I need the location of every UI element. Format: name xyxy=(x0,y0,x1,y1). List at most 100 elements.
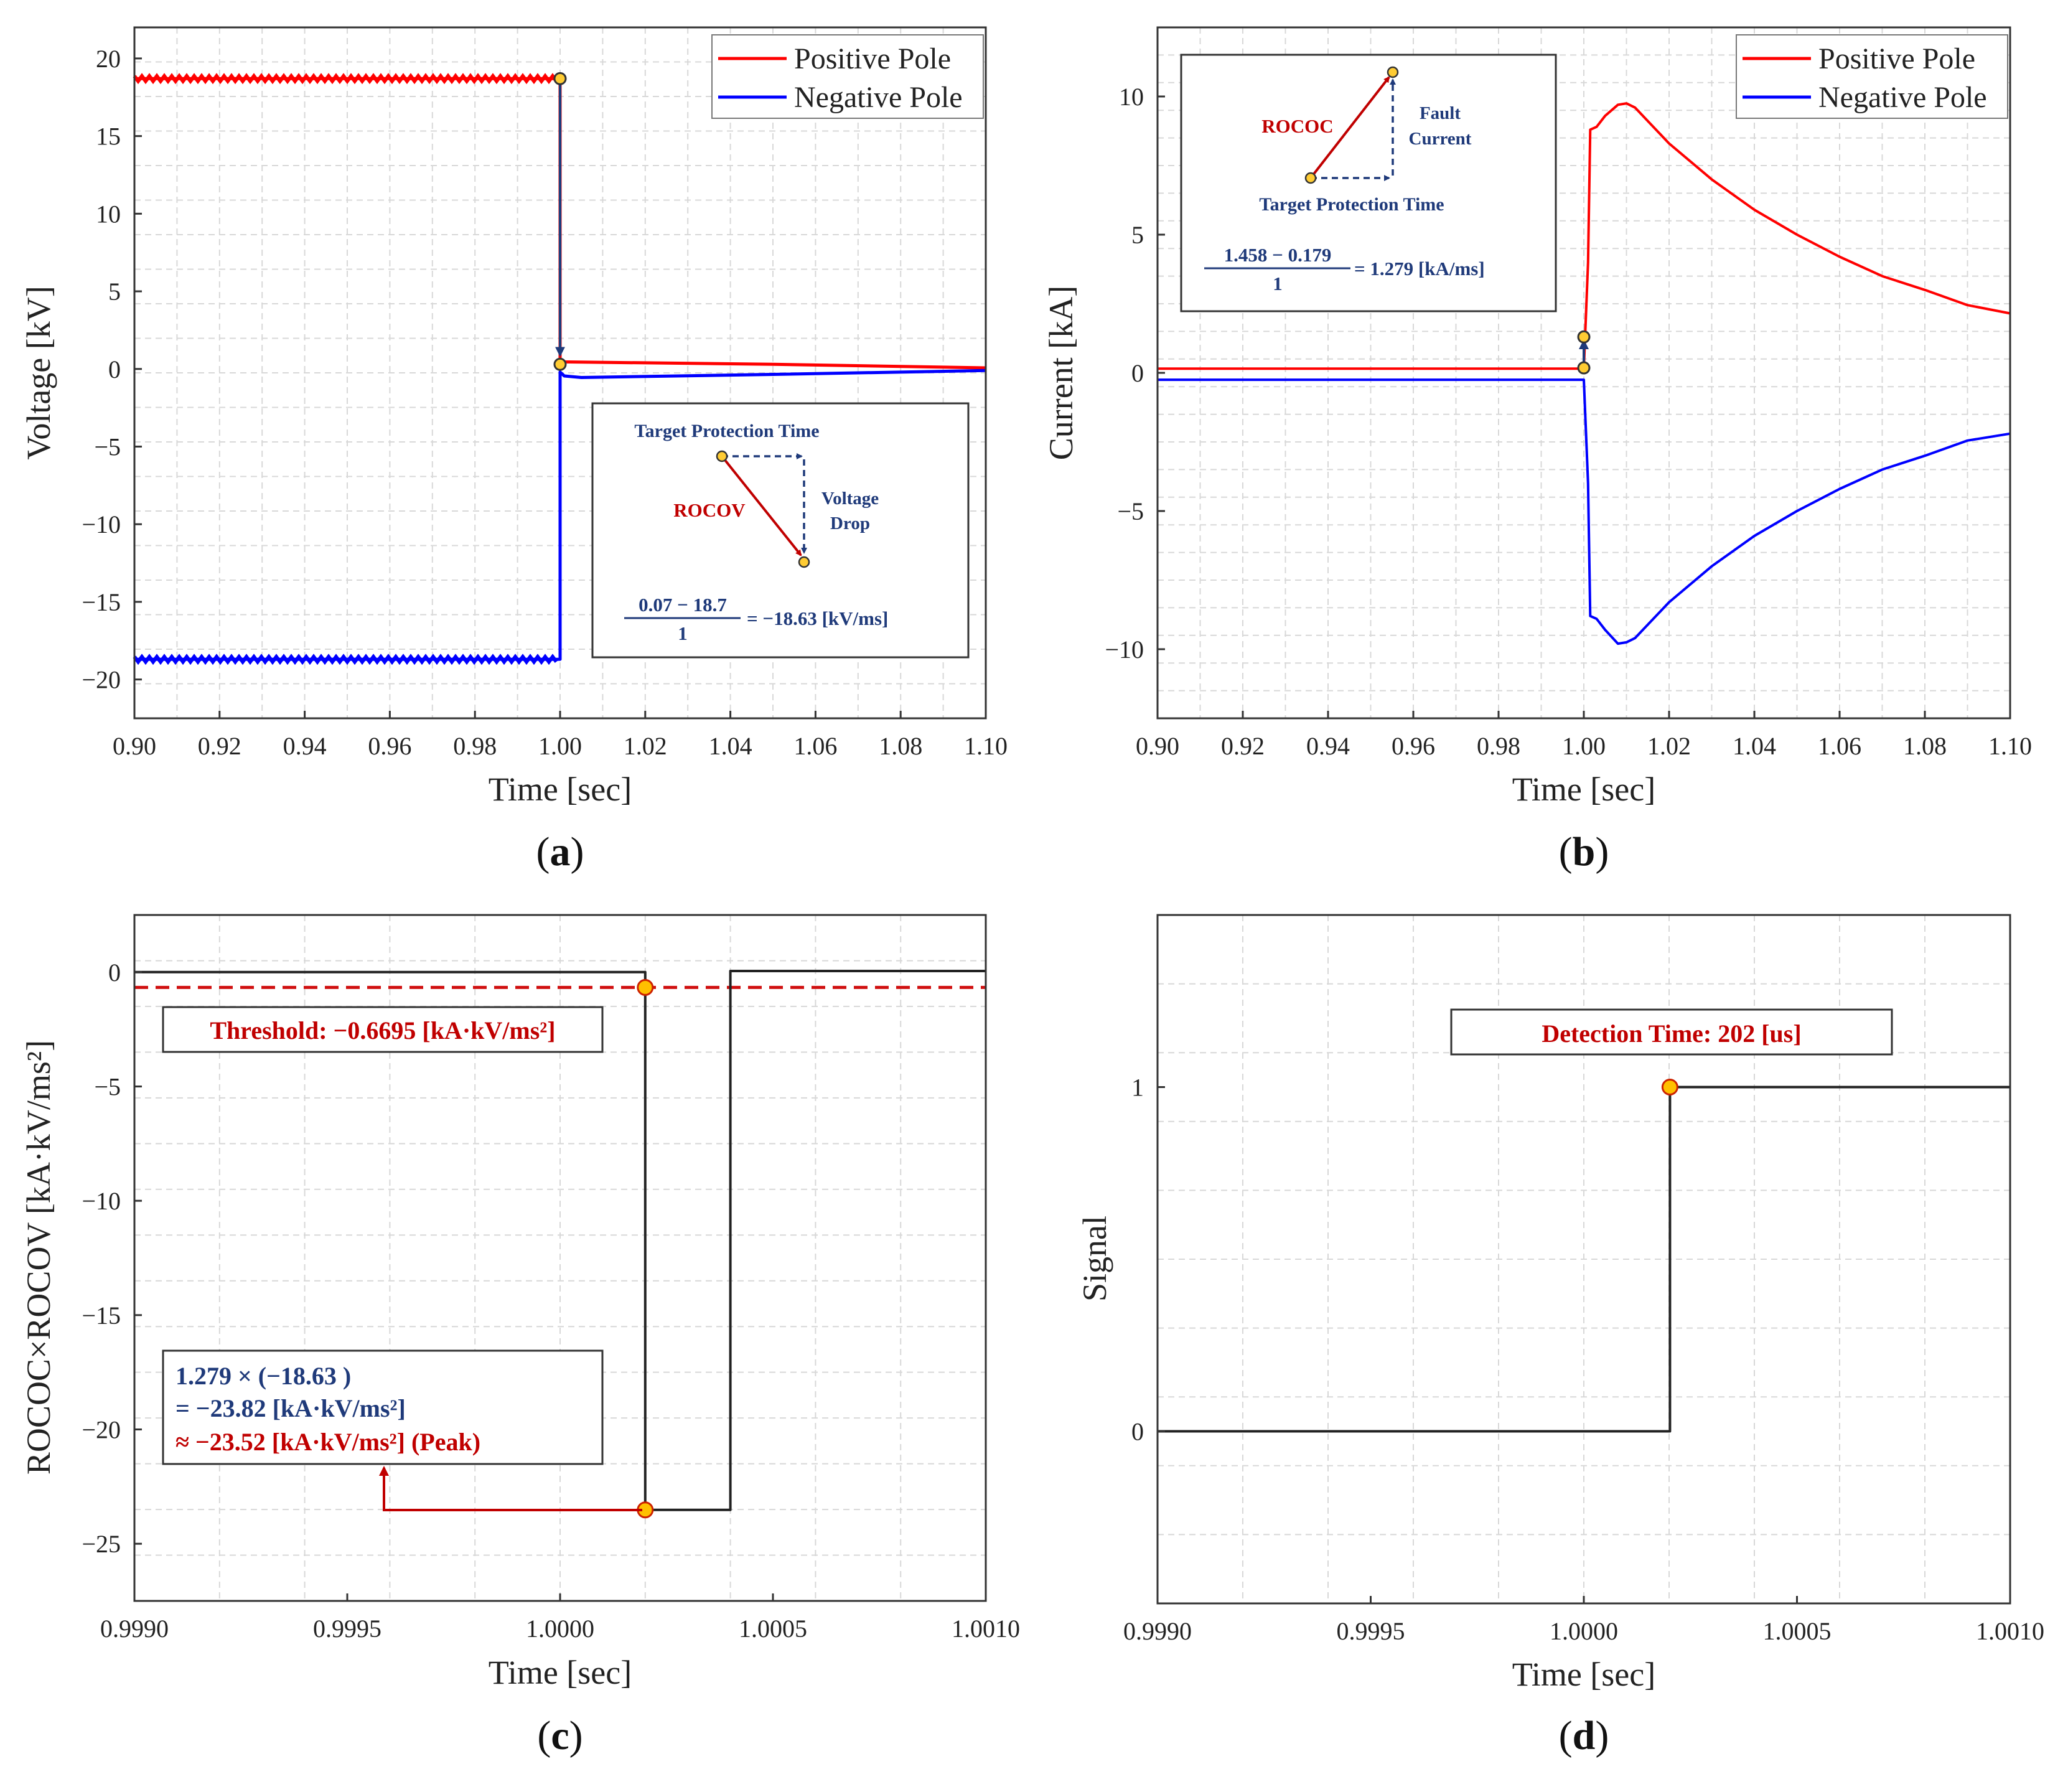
panel-label-letter: c xyxy=(551,1713,569,1758)
inset-b-rate-arrow xyxy=(1309,76,1390,179)
xticks-d: 0.9990 0.9995 1.0000 1.0005 1.0010 xyxy=(1123,1596,2044,1645)
series-ripple-1 xyxy=(133,654,558,665)
peak-pointer-arrow xyxy=(379,1466,642,1511)
inset-a-rate-arrow xyxy=(721,455,802,556)
threshold-label-box xyxy=(162,1006,604,1053)
panel-label-letter: a xyxy=(550,829,571,875)
x-tick-label: 1.08 xyxy=(1903,732,1947,760)
inset-a-drop-label-1: Voltage xyxy=(821,489,879,509)
x-tick-label: 1.02 xyxy=(624,732,667,760)
x-tick-label: 0.92 xyxy=(198,732,241,760)
x-tick-label: 1.10 xyxy=(964,732,1008,760)
xticks-b: 0.90 0.92 0.94 0.96 0.98 1.00 1.02 1.04 1.06 1.08… xyxy=(1136,711,2032,760)
detection-label: Detection Time: 202 [us] xyxy=(1542,1020,1801,1048)
legend-entry-0: Positive Pole xyxy=(1818,42,1975,75)
calc-line-1: 1.279 × (−18.63 ) xyxy=(175,1362,351,1390)
y-axis-label-a: Voltage [kV] xyxy=(20,286,57,459)
legend-entry-1: Negative Pole xyxy=(794,81,963,114)
inset-a-drop-label-2: Drop xyxy=(830,514,870,533)
x-tick-label: 0.98 xyxy=(453,732,497,760)
x-tick-label: 0.90 xyxy=(1136,732,1179,760)
series-line-a-1 xyxy=(134,368,986,661)
x-axis-label-d: Time [sec] xyxy=(1512,1656,1655,1693)
panel-label-letter: b xyxy=(1573,829,1596,875)
y-axis-label-d: Signal xyxy=(1076,1216,1113,1302)
legend-box xyxy=(711,34,984,119)
marker-a-1 xyxy=(553,357,567,371)
marker-b-1 xyxy=(1577,330,1591,344)
x-tick-label: 0.96 xyxy=(368,732,411,760)
y-tick-label: −15 xyxy=(82,1302,121,1330)
calc-line-2: = −23.82 [kA·kV/ms²] xyxy=(175,1394,406,1422)
inset-b-rate-label: ROCOC xyxy=(1261,115,1333,137)
y-tick-label: 10 xyxy=(1119,83,1144,111)
inset-b-denominator: 1 xyxy=(1273,273,1283,294)
marker-c-0 xyxy=(637,978,654,996)
y-tick-label: −10 xyxy=(82,510,121,538)
annotations-d: Detection Time: 202 [us] xyxy=(1450,1008,1893,1056)
y-tick-label: −10 xyxy=(1105,636,1144,664)
inset-a-numerator: 0.07 − 18.7 xyxy=(639,594,727,616)
legend-entry-1: Negative Pole xyxy=(1818,81,1987,114)
x-tick-label: 0.9995 xyxy=(313,1615,381,1643)
x-tick-label: 0.92 xyxy=(1221,732,1265,760)
y-tick-label: 5 xyxy=(108,278,121,306)
panel-label-pre: ( xyxy=(1559,1713,1573,1758)
inset-a-rate-label: ROCOV xyxy=(673,499,746,521)
inset-b-fault-label-1: Fault xyxy=(1420,103,1461,123)
y-tick-label: 10 xyxy=(96,200,121,228)
series-ripple-0 xyxy=(133,73,558,85)
y-tick-label: 20 xyxy=(96,45,121,73)
marker-b-0 xyxy=(1577,361,1591,375)
inset-b-result: = 1.279 [kA/ms] xyxy=(1354,258,1485,279)
x-tick-label: 0.9990 xyxy=(1123,1617,1192,1645)
series-line-c-0 xyxy=(134,970,986,1511)
x-tick-label: 0.96 xyxy=(1392,732,1435,760)
yticks-b: 10 5 0 −5 −10 xyxy=(1105,83,1165,664)
inset-b-fault-label-2: Current xyxy=(1409,129,1472,149)
x-tick-label: 1.0000 xyxy=(1550,1617,1618,1645)
y-tick-label: −5 xyxy=(94,1073,121,1101)
yticks-a: 20 15 10 5 0 −10 −15 −20 −5 xyxy=(82,45,142,694)
x-axis-label-c: Time [sec] xyxy=(489,1654,632,1691)
x-tick-label: 1.06 xyxy=(793,732,837,760)
x-tick-label: 0.9995 xyxy=(1337,1617,1405,1645)
y-axis-label-b: Current [kA] xyxy=(1042,286,1080,460)
y-tick-label: 5 xyxy=(1131,221,1144,249)
x-axis-label-a: Time [sec] xyxy=(489,771,632,808)
panel-label-d: (d) xyxy=(1559,1713,1609,1758)
grid-d xyxy=(1158,915,2010,1603)
y-tick-label: 0 xyxy=(108,959,121,987)
x-tick-label: 1.04 xyxy=(709,732,752,760)
calc-line-3: ≈ −23.52 [kA·kV/ms²] (Peak) xyxy=(175,1428,480,1456)
inset-a-title: Target Protection Time xyxy=(634,421,819,441)
x-tick-label: 1.08 xyxy=(879,732,922,760)
inset-a-result: = −18.63 [kV/ms] xyxy=(747,607,888,629)
inset-b-start-marker xyxy=(1304,172,1317,184)
marker-d-0 xyxy=(1661,1079,1678,1095)
panel-label-pre: ( xyxy=(537,1713,551,1758)
panel-label-post: ) xyxy=(571,829,584,875)
x-tick-label: 1.00 xyxy=(1562,732,1606,760)
inset-a-start-marker xyxy=(716,450,728,462)
y-tick-label: 0 xyxy=(1131,1418,1144,1446)
panel-label-post: ) xyxy=(1595,1713,1609,1758)
y-tick-label: 0 xyxy=(1131,359,1144,387)
panel-label-c: (c) xyxy=(537,1713,583,1758)
y-tick-label: 15 xyxy=(96,123,121,151)
y-tick-label: −5 xyxy=(1117,497,1144,525)
panel-label-post: ) xyxy=(569,1713,583,1758)
xticks-a: 0.90 0.92 0.94 0.96 0.98 1.00 1.02 1.04 1.06 1.08… xyxy=(113,711,1008,760)
panel-label-b: (b) xyxy=(1559,829,1609,875)
inset-b-end-marker xyxy=(1387,66,1399,78)
x-tick-label: 0.90 xyxy=(113,732,156,760)
y-tick-label: −25 xyxy=(82,1530,121,1558)
xticks-c: 0.9990 0.9995 1.0000 1.0005 1.0010 xyxy=(100,1593,1020,1643)
y-tick-label: −20 xyxy=(82,1416,121,1444)
x-tick-label: 1.06 xyxy=(1818,732,1861,760)
panel-label-pre: ( xyxy=(536,829,550,875)
legend-a: Positive Pole Negative Pole xyxy=(711,34,984,119)
legend-entry-0: Positive Pole xyxy=(794,42,951,75)
y-axis-label-c: ROCOC×ROCOV [kA·kV/ms²] xyxy=(20,1040,57,1475)
